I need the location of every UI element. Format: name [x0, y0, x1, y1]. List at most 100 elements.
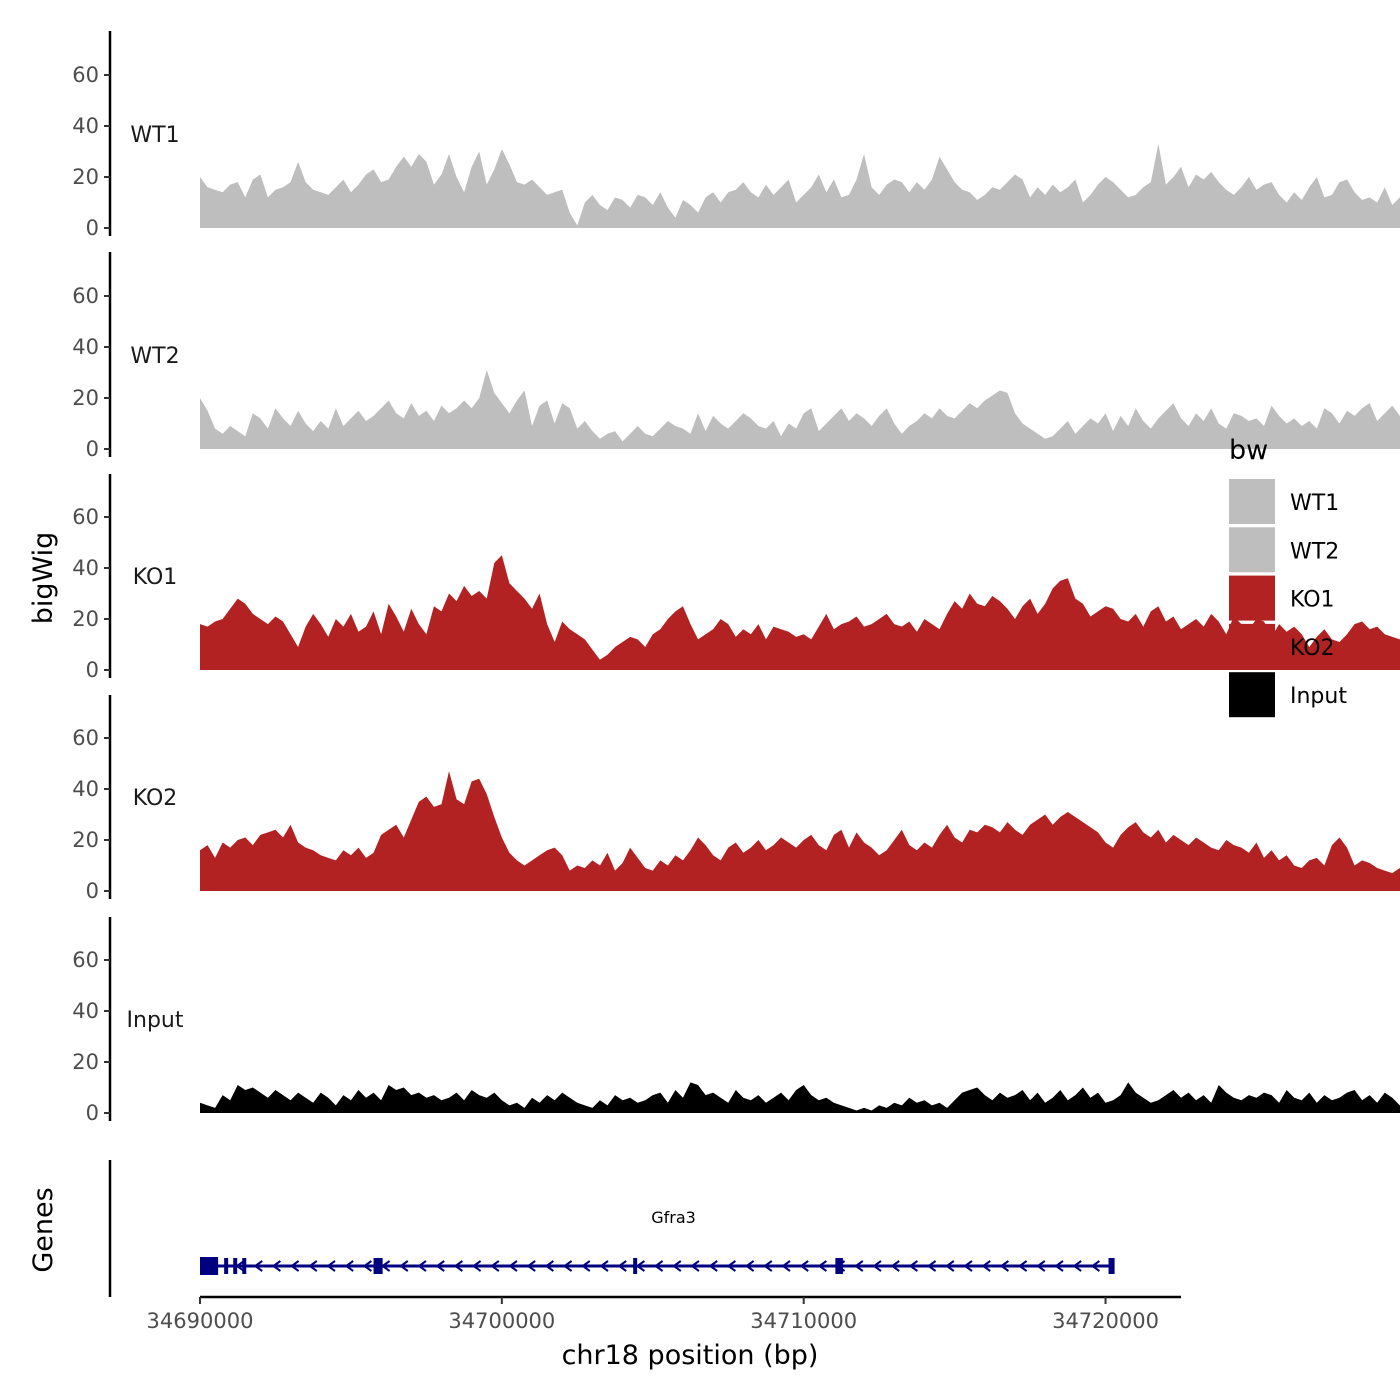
y-tick-label-wt2-60: 60: [72, 284, 99, 308]
strand-chevron: [289, 1260, 300, 1272]
signal-area-wt2: [200, 369, 1400, 449]
exon-4: [242, 1258, 247, 1274]
signal-area-wt1: [200, 143, 1400, 228]
strand-chevron: [799, 1260, 809, 1272]
legend-label-input: Input: [1290, 684, 1347, 709]
legend-key-wt1: [1229, 479, 1275, 524]
strand-chevron: [1036, 1260, 1046, 1272]
strand-chevron: [653, 1260, 664, 1272]
strand-chevron: [471, 1260, 482, 1272]
signal-area-ko1: [200, 555, 1400, 670]
strand-chevron: [635, 1260, 645, 1272]
strand-chevron: [435, 1260, 445, 1272]
track-input: 0 20 40 60 Input: [72, 917, 1400, 1125]
track-label-ko2: KO2: [133, 786, 178, 811]
exon-5: [373, 1258, 383, 1274]
strand-chevron: [617, 1260, 627, 1272]
legend-title: bw: [1229, 435, 1268, 466]
strand-chevron: [1017, 1260, 1028, 1272]
track-wt1: 0 20 40 60 WT1: [72, 31, 1400, 240]
strand-chevron: [708, 1260, 718, 1272]
y-tick-label-wt1-40: 40: [72, 114, 99, 138]
y-tick-label-wt1-20: 20: [72, 165, 99, 189]
y-tick-label-ko1-60: 60: [72, 505, 99, 529]
signal-tracks: 0 20 40 60 WT1 0 20 40 60 WT2 0 20 40 60 KO1 0 20 40 60 KO2…: [72, 31, 1400, 1125]
strand-chevron: [999, 1260, 1009, 1272]
y-tick-label-ko2-60: 60: [72, 726, 99, 750]
y-axis-title: bigWig: [28, 532, 59, 625]
legend: bw WT1 WT2 KO1 KO2 Input: [1229, 435, 1347, 718]
strand-chevron: [926, 1260, 937, 1272]
track-label-ko1: KO1: [133, 565, 178, 590]
y-tick-label-wt2-0: 0: [86, 437, 99, 461]
y-tick-label-input-0: 0: [86, 1101, 99, 1125]
strand-chevron: [781, 1260, 791, 1272]
strand-chevron: [1072, 1260, 1082, 1272]
y-tick-label-ko2-0: 0: [86, 879, 99, 903]
y-tick-label-input-20: 20: [72, 1050, 99, 1074]
track-label-wt1: WT1: [130, 123, 179, 148]
strand-chevron: [508, 1260, 518, 1272]
legend-label-wt2: WT2: [1290, 539, 1339, 564]
strand-chevron: [854, 1260, 864, 1272]
exon-2: [224, 1258, 229, 1274]
strand-chevron: [908, 1260, 918, 1272]
gene-panel: Gfra3: [108, 1160, 1115, 1297]
y-tick-label-wt2-20: 20: [72, 386, 99, 410]
exon-7: [835, 1258, 843, 1274]
y-tick-label-input-60: 60: [72, 948, 99, 972]
strand-chevron: [526, 1260, 536, 1272]
track-label-input: Input: [127, 1008, 184, 1033]
y-tick-label-ko1-40: 40: [72, 556, 99, 580]
y-tick-label-wt1-60: 60: [72, 63, 99, 87]
strand-chevron: [744, 1260, 755, 1272]
legend-key-ko1: [1229, 575, 1275, 621]
legend-label-wt1: WT1: [1290, 491, 1339, 516]
strand-chevron: [399, 1260, 409, 1272]
strand-chevron: [945, 1260, 955, 1272]
strand-chevron: [490, 1260, 500, 1272]
strand-chevron: [599, 1260, 609, 1272]
exon-6: [633, 1258, 638, 1274]
track-label-wt2: WT2: [130, 344, 179, 369]
y-tick-label-input-40: 40: [72, 999, 99, 1023]
strand-chevron: [763, 1260, 773, 1272]
strand-chevron: [417, 1260, 427, 1272]
strand-chevron: [253, 1260, 263, 1272]
legend-key-wt2: [1229, 527, 1275, 573]
y-tick-label-ko1-0: 0: [86, 658, 99, 682]
strand-chevron: [1054, 1260, 1064, 1272]
strand-chevron: [872, 1260, 882, 1272]
strand-chevron: [362, 1260, 372, 1272]
exon-3: [233, 1258, 238, 1274]
gene-label: Gfra3: [651, 1208, 696, 1227]
strand-chevron: [672, 1260, 682, 1272]
y-tick-label-ko2-20: 20: [72, 828, 99, 852]
track-ko1: 0 20 40 60 KO1: [72, 474, 1400, 682]
legend-key-input: [1229, 672, 1275, 718]
signal-area-ko2: [200, 771, 1400, 891]
strand-chevron: [344, 1260, 354, 1272]
strand-chevron: [726, 1260, 736, 1272]
genes-axis-title: Genes: [28, 1187, 59, 1272]
x-tick-label-34720000: 34720000: [1052, 1309, 1159, 1333]
track-ko2: 0 20 40 60 KO2: [72, 695, 1400, 903]
strand-chevron: [562, 1260, 573, 1272]
y-tick-label-wt2-40: 40: [72, 335, 99, 359]
x-axis: 34690000 34700000 34710000 34720000: [147, 1295, 1181, 1333]
y-tick-label-wt1-0: 0: [86, 216, 99, 240]
strand-chevron: [271, 1260, 281, 1272]
y-tick-label-ko2-40: 40: [72, 777, 99, 801]
legend-label-ko2: KO2: [1290, 636, 1335, 661]
strand-chevron: [308, 1260, 318, 1272]
signal-area-input: [200, 1082, 1400, 1113]
strand-chevron: [890, 1260, 900, 1272]
x-tick-label-34710000: 34710000: [750, 1309, 857, 1333]
strand-chevron: [963, 1260, 973, 1272]
strand-chevron: [981, 1260, 991, 1272]
strand-chevron: [544, 1260, 554, 1272]
strand-chevron: [1090, 1260, 1100, 1272]
strand-chevron: [326, 1260, 336, 1272]
legend-key-ko2: [1229, 623, 1275, 669]
